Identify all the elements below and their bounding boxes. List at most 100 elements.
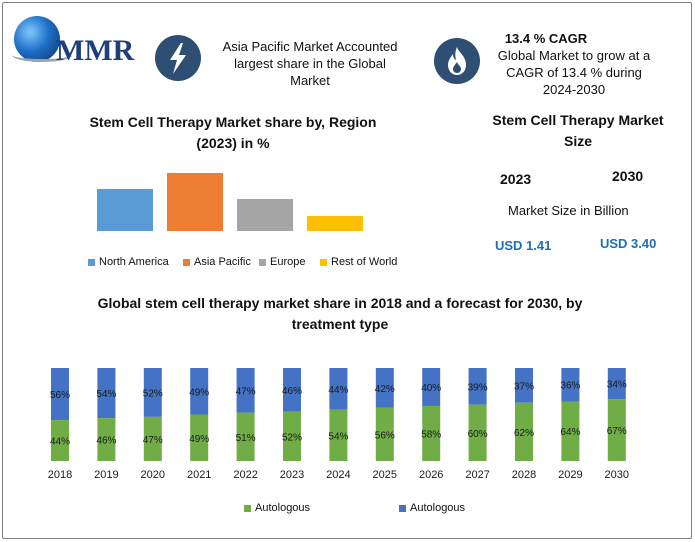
x-tick-2028: 2028: [512, 469, 536, 481]
stack-label-green-2030: 67%: [607, 426, 627, 437]
highlight-text: Asia Pacific Market Accounted largest sh…: [222, 39, 398, 88]
logo-text: MMR: [56, 34, 135, 67]
x-tick-2020: 2020: [141, 469, 165, 481]
x-tick-2025: 2025: [373, 469, 397, 481]
stack-label-blue-2021: 49%: [189, 387, 209, 398]
stack-bar-blue-2019: [97, 368, 116, 419]
stack-bar-blue-2028: [515, 368, 533, 403]
stack-label-blue-2025: 42%: [375, 384, 395, 395]
cagr-text: Global Market to grow at a CAGR of 13.4 …: [497, 48, 651, 97]
legend-label: Europe: [270, 256, 306, 268]
x-tick-2030: 2030: [605, 469, 629, 481]
stack-label-green-2025: 56%: [375, 430, 395, 441]
legend-autologous-green: Autologous: [244, 502, 310, 514]
stack-bar-green-2019: [97, 418, 116, 461]
x-tick-2018: 2018: [48, 469, 72, 481]
legend-label: Autologous: [410, 502, 466, 514]
stack-label-blue-2020: 52%: [143, 388, 163, 399]
stack-label-green-2024: 54%: [328, 431, 348, 442]
stack-bar-green-2027: [468, 404, 487, 461]
stack-bar-blue-2025: [375, 368, 394, 408]
stack-bar-green-2023: [283, 411, 301, 461]
legend-europe: Europe: [259, 256, 305, 268]
stack-label-blue-2024: 44%: [328, 385, 348, 396]
x-tick-2024: 2024: [326, 469, 350, 481]
region-bar-north-america: [97, 189, 153, 231]
stack-bar-green-2029: [561, 401, 580, 461]
stack-label-green-2021: 49%: [189, 434, 209, 445]
x-tick-2029: 2029: [558, 469, 582, 481]
stack-bar-blue-2027: [468, 368, 487, 405]
stack-bar-blue-2018: [51, 368, 69, 421]
stack-bar-blue-2020: [143, 368, 162, 417]
stack-bar-blue-2023: [283, 368, 301, 412]
legend-label: Rest of World: [331, 256, 398, 268]
stack-label-green-2028: 62%: [514, 428, 534, 439]
stack-bar-green-2028: [515, 402, 533, 461]
legend-north-america: North America: [88, 256, 169, 268]
stack-label-blue-2022: 47%: [236, 386, 256, 397]
cagr-title: 13.4 % CAGR: [504, 31, 588, 46]
region-chart-title: Stem Cell Therapy Market share by, Regio…: [89, 114, 377, 151]
stack-bar-green-2024: [329, 409, 348, 461]
legend-swatch: [183, 258, 190, 266]
stack-label-blue-2027: 39%: [468, 382, 488, 393]
stack-bar-green-2025: [375, 407, 394, 461]
mmr-logo: MMR: [12, 12, 140, 72]
market-size-title: Stem Cell Therapy Market Size: [492, 112, 664, 149]
region-bar-europe: [237, 199, 293, 231]
stack-bar-green-2020: [143, 416, 162, 461]
legend-swatch: [88, 258, 95, 266]
x-tick-2023: 2023: [280, 469, 304, 481]
market-year-2023: 2023: [500, 171, 532, 187]
x-tick-2022: 2022: [233, 469, 257, 481]
legend-label: Autologous: [255, 502, 311, 514]
stack-bar-green-2030: [607, 399, 626, 461]
region-bar-rest-of-world: [307, 216, 363, 231]
stack-label-green-2027: 60%: [468, 429, 488, 440]
legend-swatch: [259, 258, 266, 266]
stack-label-green-2019: 46%: [96, 436, 116, 447]
stack-bar-blue-2029: [561, 368, 580, 402]
treatment-chart-title: Global stem cell therapy market share in…: [97, 295, 583, 332]
stack-label-green-2018: 44%: [50, 437, 70, 448]
x-tick-2027: 2027: [465, 469, 489, 481]
legend-label: Asia Pacific: [194, 256, 251, 268]
logo-swoosh: [12, 48, 72, 62]
stack-label-blue-2028: 37%: [514, 381, 534, 392]
legend-autologous-blue: Autologous: [399, 502, 465, 514]
stack-label-blue-2030: 34%: [607, 380, 627, 391]
stack-label-green-2022: 51%: [236, 433, 256, 444]
flame-icon: [434, 38, 480, 84]
stack-bar-blue-2022: [236, 368, 255, 413]
market-value-2030: USD 3.40: [600, 236, 657, 251]
region-bar-chart: [97, 173, 363, 231]
legend-label: North America: [99, 256, 169, 268]
stack-bar-green-2021: [190, 414, 209, 461]
stack-bar-blue-2030: [607, 368, 626, 400]
market-year-2030: 2030: [612, 168, 644, 184]
region-bar-asia-pacific: [167, 173, 223, 231]
stack-label-green-2029: 64%: [560, 427, 580, 438]
lightning-icon: [155, 35, 201, 81]
x-tick-2021: 2021: [187, 469, 211, 481]
stack-bar-green-2018: [51, 420, 69, 461]
stack-label-blue-2023: 46%: [282, 386, 302, 397]
stack-bar-green-2022: [236, 412, 255, 461]
legend-rest-of-world: Rest of World: [320, 256, 397, 268]
x-tick-2026: 2026: [419, 469, 443, 481]
stack-label-green-2020: 47%: [143, 435, 163, 446]
stack-bar-green-2026: [422, 405, 441, 461]
x-tick-2019: 2019: [94, 469, 118, 481]
stack-label-blue-2019: 54%: [96, 389, 116, 400]
legend-asia-pacific: Asia Pacific: [183, 256, 251, 268]
stack-label-blue-2029: 36%: [560, 381, 580, 392]
legend-swatch: [320, 258, 327, 266]
legend-swatch: [399, 504, 406, 512]
stack-label-blue-2018: 56%: [50, 390, 70, 401]
treatment-stacked-bar-chart: 56% 44% 2018 54% 46% 2019 52% 47% 2020 49% 49% 2021…: [48, 368, 629, 481]
stack-bar-blue-2026: [422, 368, 441, 406]
stack-label-green-2023: 52%: [282, 432, 302, 443]
stack-bar-blue-2021: [190, 368, 209, 415]
